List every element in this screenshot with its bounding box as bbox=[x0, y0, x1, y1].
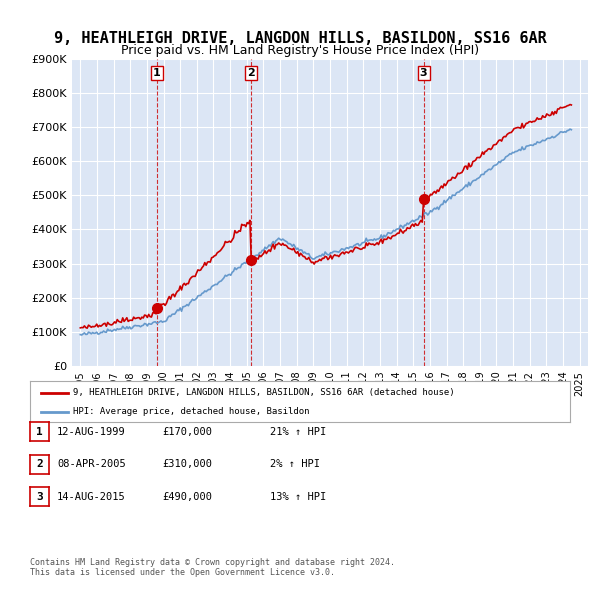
Text: 08-APR-2005: 08-APR-2005 bbox=[57, 460, 126, 469]
Text: 1: 1 bbox=[153, 68, 161, 78]
Text: £490,000: £490,000 bbox=[162, 492, 212, 502]
Text: 2: 2 bbox=[247, 68, 255, 78]
Text: 9, HEATHLEIGH DRIVE, LANGDON HILLS, BASILDON, SS16 6AR: 9, HEATHLEIGH DRIVE, LANGDON HILLS, BASI… bbox=[53, 31, 547, 46]
Text: 2: 2 bbox=[36, 460, 43, 469]
Text: £310,000: £310,000 bbox=[162, 460, 212, 469]
Text: Contains HM Land Registry data © Crown copyright and database right 2024.
This d: Contains HM Land Registry data © Crown c… bbox=[30, 558, 395, 577]
Text: 12-AUG-1999: 12-AUG-1999 bbox=[57, 427, 126, 437]
Text: 3: 3 bbox=[420, 68, 427, 78]
Text: 21% ↑ HPI: 21% ↑ HPI bbox=[270, 427, 326, 437]
Text: 3: 3 bbox=[36, 492, 43, 502]
Text: 1: 1 bbox=[36, 427, 43, 437]
Text: Price paid vs. HM Land Registry's House Price Index (HPI): Price paid vs. HM Land Registry's House … bbox=[121, 44, 479, 57]
Text: £170,000: £170,000 bbox=[162, 427, 212, 437]
Text: 13% ↑ HPI: 13% ↑ HPI bbox=[270, 492, 326, 502]
Text: 14-AUG-2015: 14-AUG-2015 bbox=[57, 492, 126, 502]
Text: 2% ↑ HPI: 2% ↑ HPI bbox=[270, 460, 320, 469]
Text: HPI: Average price, detached house, Basildon: HPI: Average price, detached house, Basi… bbox=[73, 407, 310, 416]
Text: 9, HEATHLEIGH DRIVE, LANGDON HILLS, BASILDON, SS16 6AR (detached house): 9, HEATHLEIGH DRIVE, LANGDON HILLS, BASI… bbox=[73, 388, 455, 398]
